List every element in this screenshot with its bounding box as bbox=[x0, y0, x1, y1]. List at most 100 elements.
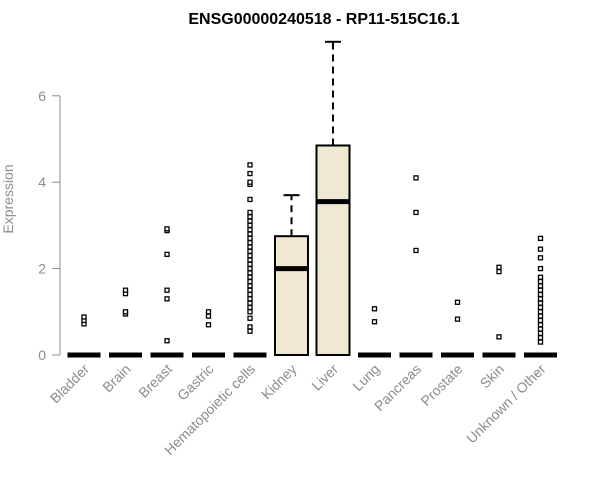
outlier-point bbox=[247, 261, 253, 267]
outlier-point bbox=[247, 287, 253, 293]
x-tick-label: Breast bbox=[135, 361, 175, 401]
x-tick-label: Skin bbox=[477, 361, 508, 392]
box-group bbox=[315, 40, 351, 356]
outlier-point bbox=[247, 270, 253, 276]
outlier-point bbox=[413, 247, 419, 254]
outlier-point bbox=[537, 313, 544, 319]
outlier-point bbox=[371, 319, 378, 325]
outlier-point bbox=[247, 227, 253, 233]
outlier-point bbox=[247, 218, 253, 224]
outlier-point bbox=[247, 179, 253, 185]
outlier-point bbox=[537, 255, 544, 261]
x-tick-label: Kidney bbox=[258, 361, 300, 403]
outlier-point bbox=[247, 170, 253, 177]
outlier-point bbox=[247, 328, 253, 334]
outlier-point bbox=[247, 214, 253, 220]
outlier-point bbox=[537, 235, 544, 242]
x-tick-label: Bladder bbox=[47, 361, 93, 407]
x-tick-label: Lung bbox=[349, 361, 382, 394]
outlier-point bbox=[164, 296, 170, 302]
outlier-point bbox=[164, 251, 170, 257]
outlier-point bbox=[247, 257, 253, 263]
outlier-point bbox=[205, 322, 212, 328]
outlier-point bbox=[247, 274, 253, 280]
box-group bbox=[399, 175, 433, 358]
outlier-point bbox=[454, 316, 461, 322]
outlier-point bbox=[247, 162, 253, 168]
outlier-point bbox=[122, 287, 129, 293]
outlier-point bbox=[247, 240, 253, 246]
outlier-point bbox=[247, 209, 253, 216]
plot-area bbox=[67, 40, 557, 358]
outlier-point bbox=[537, 283, 544, 289]
outlier-point bbox=[537, 326, 544, 332]
box-group bbox=[109, 287, 142, 358]
outlier-point bbox=[537, 317, 544, 324]
box-group bbox=[524, 235, 557, 358]
chart-title: ENSG00000240518 - RP11-515C16.1 bbox=[188, 11, 459, 28]
outlier-point bbox=[537, 322, 544, 328]
outlier-point bbox=[247, 265, 253, 272]
box-group bbox=[441, 299, 474, 358]
box-group bbox=[150, 226, 184, 358]
outlier-point bbox=[247, 222, 253, 229]
y-tick-label: 6 bbox=[38, 88, 46, 104]
outlier-point bbox=[247, 315, 253, 321]
outlier-point bbox=[205, 313, 212, 319]
outlier-point bbox=[537, 246, 544, 252]
outlier-point bbox=[247, 278, 253, 285]
outlier-point bbox=[247, 283, 253, 289]
y-tick-label: 2 bbox=[38, 261, 46, 277]
box-group bbox=[274, 194, 309, 356]
outlier-point bbox=[247, 244, 253, 250]
y-tick-label: 0 bbox=[38, 347, 46, 363]
outlier-point bbox=[371, 306, 378, 312]
outlier-point bbox=[247, 248, 253, 254]
x-tick-label: Brain bbox=[99, 361, 133, 395]
outlier-point bbox=[205, 309, 212, 315]
outlier-point bbox=[247, 304, 253, 311]
outlier-point bbox=[537, 278, 544, 285]
outlier-point bbox=[413, 175, 419, 181]
box-rect bbox=[315, 144, 351, 356]
outlier-point bbox=[247, 309, 253, 315]
outlier-point bbox=[247, 231, 253, 237]
box-group bbox=[67, 314, 101, 358]
outlier-point bbox=[247, 291, 253, 298]
box-group bbox=[233, 162, 267, 358]
outlier-point bbox=[122, 309, 129, 315]
outlier-point bbox=[537, 296, 544, 302]
outlier-point bbox=[247, 324, 253, 330]
outlier-point bbox=[247, 196, 253, 203]
x-tick-label: Unknown / Other bbox=[463, 361, 549, 447]
box-group bbox=[358, 306, 391, 358]
outlier-point bbox=[454, 299, 461, 305]
outlier-point bbox=[537, 300, 544, 306]
outlier-point bbox=[164, 226, 170, 232]
outlier-point bbox=[247, 296, 253, 302]
box-rect bbox=[274, 235, 309, 356]
outlier-point bbox=[537, 287, 544, 293]
outlier-point bbox=[537, 330, 544, 337]
y-axis: 0 2 4 6 bbox=[38, 88, 61, 363]
outlier-point bbox=[537, 339, 544, 345]
x-tick-label: Prostate bbox=[417, 361, 465, 409]
outlier-point bbox=[413, 209, 419, 216]
box-group bbox=[482, 264, 516, 358]
outlier-point bbox=[81, 314, 87, 320]
outlier-point bbox=[537, 265, 544, 272]
outlier-point bbox=[164, 338, 170, 344]
outlier-point bbox=[247, 300, 253, 306]
outlier-point bbox=[496, 268, 502, 275]
box-group bbox=[192, 309, 225, 358]
y-axis-label: Expression bbox=[0, 164, 16, 233]
outlier-point bbox=[537, 304, 544, 311]
outlier-point bbox=[537, 335, 544, 341]
outlier-point bbox=[247, 235, 253, 242]
outlier-point bbox=[537, 274, 544, 280]
outlier-point bbox=[247, 252, 253, 259]
outlier-point bbox=[496, 334, 502, 340]
